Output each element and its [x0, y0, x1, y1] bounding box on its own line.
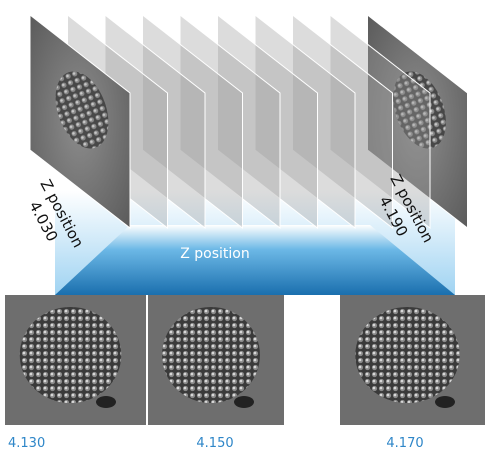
cell-cluster — [55, 71, 109, 149]
cell-cluster — [162, 307, 260, 403]
image-label: 4.130 — [8, 436, 45, 451]
slice — [254, 13, 356, 230]
image-row: 4.130 4.150 4.170 — [5, 295, 485, 451]
cell-cluster — [19, 307, 122, 403]
slice — [217, 13, 318, 230]
band — [55, 225, 455, 295]
cell-cluster — [355, 307, 460, 403]
slice — [292, 13, 393, 230]
band-label: Z position — [180, 246, 250, 262]
image-label: 4.150 — [196, 436, 233, 451]
slice-stack — [29, 13, 468, 230]
debris — [435, 396, 455, 408]
slice — [179, 13, 281, 230]
debris — [96, 396, 116, 408]
slice — [142, 13, 243, 230]
debris — [234, 396, 254, 408]
cell-cluster — [393, 71, 446, 149]
slice — [329, 13, 431, 230]
image-label: 4.170 — [386, 436, 423, 451]
